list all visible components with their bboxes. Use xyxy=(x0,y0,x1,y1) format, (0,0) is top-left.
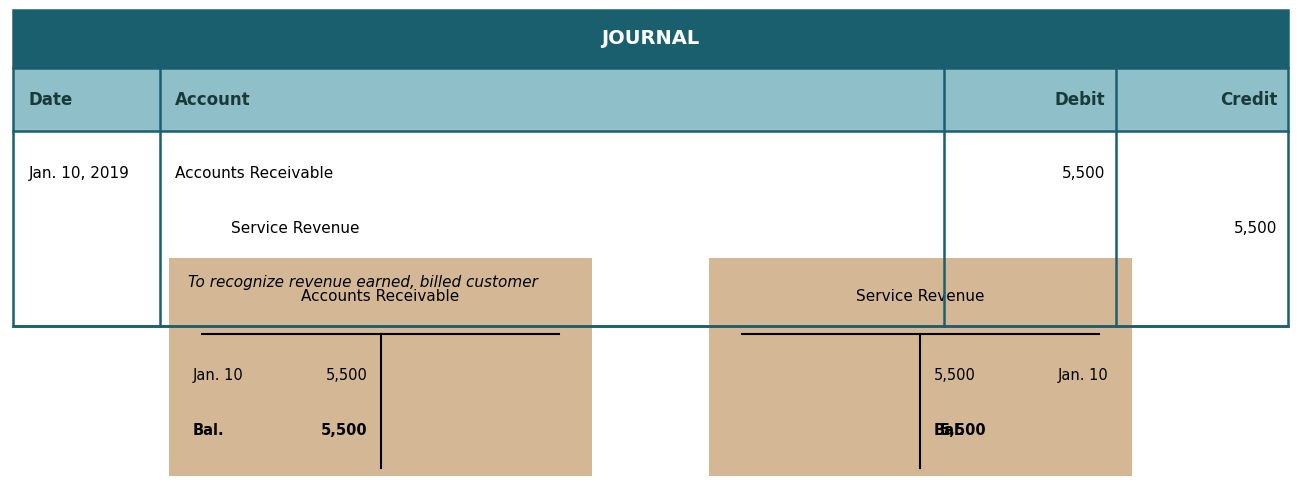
Text: 5,500: 5,500 xyxy=(1235,221,1278,236)
Text: Bal.: Bal. xyxy=(193,423,224,438)
Text: 5,500: 5,500 xyxy=(1062,167,1106,181)
Text: 5,500: 5,500 xyxy=(939,423,986,438)
Text: Jan. 10, 2019: Jan. 10, 2019 xyxy=(29,167,130,181)
Text: Account: Account xyxy=(176,90,251,109)
Text: JOURNAL: JOURNAL xyxy=(601,29,700,49)
FancyBboxPatch shape xyxy=(13,131,1288,326)
Text: To recognize revenue earned, billed customer: To recognize revenue earned, billed cust… xyxy=(189,276,539,290)
Text: Service Revenue: Service Revenue xyxy=(856,290,985,304)
Text: 5,500: 5,500 xyxy=(321,423,367,438)
Text: Accounts Receivable: Accounts Receivable xyxy=(176,167,333,181)
Text: Bal.: Bal. xyxy=(934,423,965,438)
FancyBboxPatch shape xyxy=(13,10,1288,68)
Text: Service Revenue: Service Revenue xyxy=(232,221,359,236)
Text: Jan. 10: Jan. 10 xyxy=(193,368,243,383)
FancyBboxPatch shape xyxy=(709,258,1132,476)
Text: Jan. 10: Jan. 10 xyxy=(1058,368,1108,383)
Text: Credit: Credit xyxy=(1220,90,1278,109)
FancyBboxPatch shape xyxy=(13,68,1288,131)
FancyBboxPatch shape xyxy=(169,258,592,476)
Text: Accounts Receivable: Accounts Receivable xyxy=(302,290,459,304)
Text: Date: Date xyxy=(29,90,73,109)
Text: 5,500: 5,500 xyxy=(934,368,976,383)
Text: Debit: Debit xyxy=(1055,90,1106,109)
Text: 5,500: 5,500 xyxy=(325,368,367,383)
